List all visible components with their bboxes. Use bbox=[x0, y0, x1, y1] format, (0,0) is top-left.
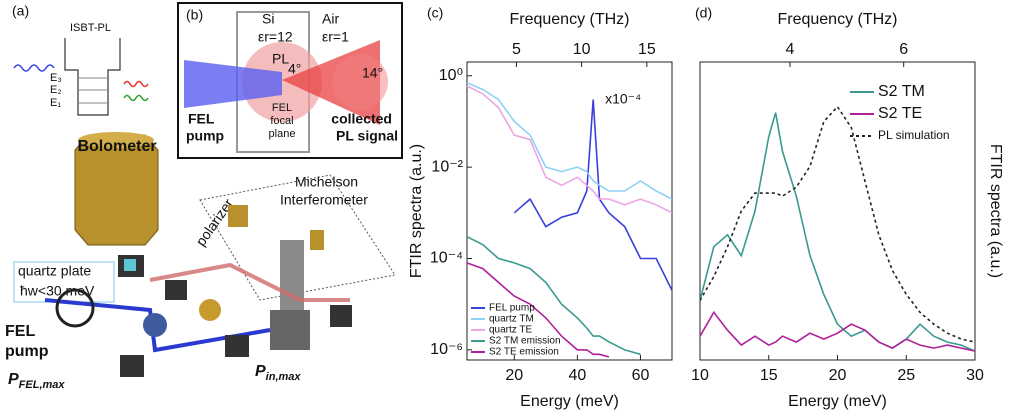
bolometer-label: Bolometer bbox=[77, 138, 156, 155]
interferometer-outline bbox=[199, 174, 396, 301]
air-eps: εr=1 bbox=[322, 29, 349, 45]
collected-label: collected bbox=[331, 111, 392, 127]
panel-label: (b) bbox=[186, 7, 203, 23]
focal-label: focal bbox=[270, 115, 293, 127]
x-tick-label: 60 bbox=[632, 367, 650, 384]
x-axis-label: Energy (meV) bbox=[788, 393, 887, 410]
panel-b: (b) Si εr=12 Air εr=1 PL 4° 14° FEL pump… bbox=[177, 2, 403, 159]
legend-label: S2 TE emission bbox=[489, 347, 559, 358]
x2-axis-label: Frequency (THz) bbox=[777, 11, 897, 28]
legend-label: PL simulation bbox=[878, 128, 950, 142]
series-line bbox=[699, 112, 976, 352]
panel-label: (c) bbox=[427, 5, 443, 21]
chopper bbox=[55, 288, 95, 328]
lens bbox=[120, 355, 144, 377]
panel-label: (d) bbox=[695, 5, 712, 21]
lens bbox=[225, 335, 249, 357]
y-axis-label: FTIR spectra (a.u.) bbox=[987, 144, 1004, 278]
fel-cone bbox=[184, 60, 282, 108]
level-label: E₂ bbox=[50, 84, 62, 96]
michelson-label: Interferometer bbox=[280, 192, 368, 208]
angle-out: 14° bbox=[362, 65, 383, 81]
x-tick-label: 40 bbox=[568, 367, 586, 384]
mirror bbox=[310, 230, 324, 250]
pl-spot bbox=[332, 54, 388, 110]
legend-label: S2 TM emission bbox=[489, 336, 561, 347]
y-tick-label: 10⁻² bbox=[431, 158, 463, 175]
x-tick-label: 30 bbox=[966, 367, 984, 384]
x-tick-label: 15 bbox=[760, 367, 778, 384]
series-line bbox=[513, 99, 673, 291]
series-line bbox=[466, 82, 673, 200]
x2-tick-label: 10 bbox=[573, 41, 591, 58]
series-line bbox=[699, 105, 976, 343]
quartz-plate bbox=[124, 259, 136, 271]
series-line bbox=[466, 85, 673, 214]
x-tick-label: 20 bbox=[829, 367, 847, 384]
panel-label: (a) bbox=[12, 3, 29, 19]
x-tick-label: 10 bbox=[691, 367, 709, 384]
fel-label: pump bbox=[186, 128, 224, 144]
legend-label: quartz TE bbox=[489, 325, 532, 336]
symbol: P bbox=[8, 371, 19, 388]
mirror bbox=[199, 299, 221, 321]
fel-pump-label: pump bbox=[5, 343, 49, 360]
legend-label: FEL pump bbox=[489, 303, 535, 314]
optic bbox=[143, 313, 167, 337]
series-line bbox=[466, 235, 641, 356]
series-line bbox=[699, 310, 976, 352]
si-label: Si bbox=[262, 11, 274, 27]
legend-label: quartz TM bbox=[489, 314, 534, 325]
y-axis-label: FTIR spectra (a.u.) bbox=[408, 144, 425, 278]
series-line bbox=[466, 262, 610, 358]
si-eps: εr=12 bbox=[258, 29, 293, 45]
x2-tick-label: 15 bbox=[638, 41, 656, 58]
subscript: FEL,max bbox=[19, 379, 66, 391]
bolometer-top bbox=[78, 132, 154, 148]
p-in-label: Pin,max bbox=[255, 363, 301, 383]
fel-label: FEL bbox=[188, 111, 215, 127]
x-tick-label: 25 bbox=[897, 367, 915, 384]
pump-wave bbox=[13, 64, 55, 72]
annotation: x10⁻⁴ bbox=[605, 90, 641, 106]
fel-pump-label: FEL bbox=[5, 323, 35, 340]
focal-label: plane bbox=[269, 128, 296, 140]
y-tick-label: 10⁰ bbox=[439, 67, 463, 84]
symbol: P bbox=[255, 363, 266, 380]
y-tick-label: 10⁻⁴ bbox=[430, 250, 463, 267]
pl-beam bbox=[149, 262, 350, 302]
isbt-label: ISBT-PL bbox=[70, 22, 111, 34]
x2-tick-label: 4 bbox=[786, 41, 795, 58]
x2-axis-label: Frequency (THz) bbox=[509, 11, 629, 28]
x2-tick-label: 5 bbox=[512, 41, 521, 58]
p-fel-label: PFEL,max bbox=[8, 371, 65, 391]
y-tick-label: 10⁻⁶ bbox=[430, 341, 463, 358]
x-tick-label: 20 bbox=[505, 367, 523, 384]
legend-label: S2 TE bbox=[878, 105, 922, 122]
level-label: E₃ bbox=[50, 72, 62, 84]
x-axis-label: Energy (meV) bbox=[520, 393, 619, 410]
air-label: Air bbox=[322, 11, 339, 27]
mirror bbox=[228, 205, 248, 227]
pl-wave bbox=[123, 94, 149, 102]
lens bbox=[330, 305, 352, 327]
pl-label: PL bbox=[272, 51, 289, 67]
level-label: E₁ bbox=[50, 97, 61, 109]
quartz-label: quartz plate bbox=[18, 263, 91, 279]
detector-box bbox=[270, 310, 310, 350]
michelson-label: Michelson bbox=[295, 174, 358, 190]
lens bbox=[165, 280, 187, 300]
angle-in: 4° bbox=[288, 61, 301, 77]
quantum-well bbox=[64, 38, 121, 116]
subscript: in,max bbox=[266, 371, 302, 383]
pl-wave bbox=[123, 80, 149, 88]
quartz-label: ħw<30 meV bbox=[20, 283, 95, 299]
plot-frame bbox=[466, 61, 673, 361]
collected-label: PL signal bbox=[336, 128, 398, 144]
legend-label: S2 TM bbox=[878, 83, 925, 100]
focal-label: FEL bbox=[272, 102, 292, 114]
x2-tick-label: 6 bbox=[899, 41, 908, 58]
